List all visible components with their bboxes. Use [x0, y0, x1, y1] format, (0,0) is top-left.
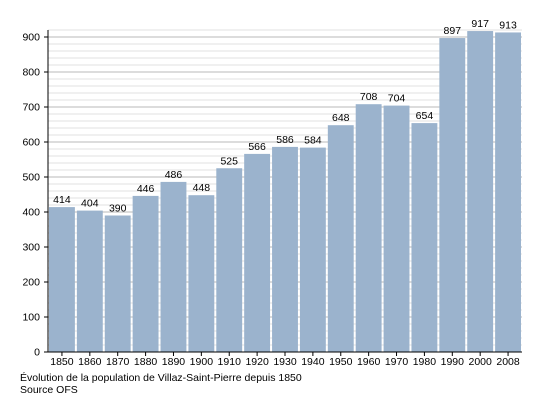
x-tick-label: 1870 [106, 356, 130, 368]
x-tick-label: 1860 [78, 356, 102, 368]
bar-1850 [49, 207, 75, 352]
bars [49, 31, 521, 353]
x-tick-label: 1980 [413, 356, 437, 368]
y-tick-label: 200 [22, 277, 40, 289]
y-tick-label: 700 [22, 102, 40, 114]
data-label-1850: 414 [53, 194, 71, 206]
bar-1960 [355, 104, 382, 352]
bar-1910 [216, 168, 243, 352]
bar-1890 [160, 181, 187, 352]
x-tick-label: 1850 [50, 356, 74, 368]
y-tick-label: 0 [34, 347, 40, 359]
data-label-1960: 708 [360, 91, 378, 103]
y-tick-label: 300 [22, 242, 40, 254]
x-tick-label: 2008 [496, 356, 520, 368]
bar-2008 [495, 32, 521, 352]
bar-1940 [299, 147, 326, 352]
x-tick-label: 1900 [190, 356, 214, 368]
bar-1920 [244, 153, 271, 352]
data-label-1890: 486 [165, 169, 183, 181]
caption-source: Source OFS [20, 384, 78, 396]
y-tick-label: 900 [22, 32, 40, 44]
x-tick-label: 1950 [329, 356, 353, 368]
data-label-1870: 390 [109, 203, 127, 215]
data-label-1970: 704 [388, 93, 406, 105]
bar-1980 [411, 123, 438, 352]
x-tick-label: 1970 [385, 356, 409, 368]
bar-1950 [327, 125, 354, 352]
y-tick-label: 600 [22, 137, 40, 149]
data-label-2000: 917 [471, 18, 489, 30]
data-label-1930: 586 [276, 134, 294, 146]
x-tick-label: 1880 [134, 356, 158, 368]
data-label-1940: 584 [304, 135, 322, 147]
data-label-1860: 404 [81, 198, 99, 210]
bar-1880 [132, 195, 159, 352]
x-tick-label: 1920 [245, 356, 269, 368]
data-label-1990: 897 [444, 25, 462, 37]
caption-title: Évolution de la population de Villaz-Sai… [20, 372, 302, 384]
bar-1930 [272, 146, 298, 352]
population-bar-chart: 414 404 390 446 486 448 525 566 586 584 648 708 704 6… [22, 18, 522, 368]
data-label-1950: 648 [332, 112, 350, 124]
x-tick-label: 1890 [162, 356, 186, 368]
x-tick-label: 1910 [218, 356, 242, 368]
axes: 0 100 200 300 400 500 600 700 800 900 1850 1860 1870… [22, 30, 522, 368]
x-tick-label: 1960 [357, 356, 381, 368]
data-label-1910: 525 [220, 155, 238, 167]
y-tick-label: 100 [22, 312, 40, 324]
data-label-1920: 566 [248, 141, 266, 153]
x-tick-label: 1990 [441, 356, 465, 368]
x-tick-label: 1930 [273, 356, 297, 368]
bar-1860 [76, 210, 103, 352]
bar-1990 [439, 38, 466, 353]
data-labels: 414 404 390 446 486 448 525 566 586 584 648 708 704 6… [53, 18, 517, 214]
bar-1900 [188, 195, 215, 352]
data-label-1880: 446 [137, 183, 155, 195]
data-label-1900: 448 [193, 182, 211, 194]
x-tick-label: 2000 [468, 356, 492, 368]
bar-2000 [467, 31, 494, 353]
y-tick-label: 400 [22, 207, 40, 219]
y-tick-label: 800 [22, 67, 40, 79]
bar-1870 [104, 215, 131, 352]
y-tick-label: 500 [22, 172, 40, 184]
data-label-2008: 913 [499, 19, 517, 31]
x-tick-label: 1940 [301, 356, 325, 368]
bar-1970 [383, 105, 410, 352]
data-label-1980: 654 [416, 110, 434, 122]
